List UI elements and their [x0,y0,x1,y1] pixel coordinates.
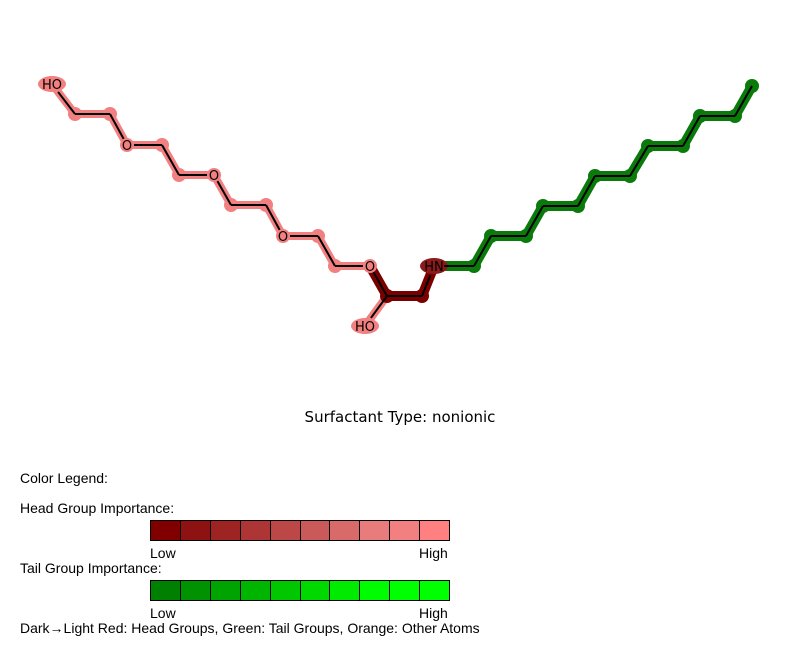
atom-highlight [351,318,379,334]
atom-highlight [276,229,290,243]
atom-label-ether-4: O [365,260,375,275]
bond-line [525,205,544,237]
atom-label-hydroxyl-bottom: HO [355,320,375,335]
bond-line [577,175,596,207]
bond-line [265,204,281,231]
atom-label-ether-2: O [209,169,219,184]
bond-line [473,235,492,267]
legend-title: Color Legend: [20,470,108,486]
atom-label-ether-3: O [278,230,288,245]
tail-swatch [180,581,211,600]
head-scale-low-label: Low [150,545,176,561]
bond-line [734,85,753,117]
tail-swatch [420,581,450,600]
tail-color-scale [150,580,450,601]
head-scale-high-label: High [419,545,448,561]
atom-highlight [207,168,221,182]
atom-highlight [120,138,134,152]
atom-highlight [420,258,448,274]
tail-swatch [360,581,391,600]
bond-line [216,180,232,206]
atom-label-hydroxyl-top: HO [42,78,62,93]
atom-label-ether-1: O [122,139,132,154]
head-swatch [180,521,211,540]
tail-swatch [240,581,271,600]
bond-line [161,144,180,176]
tail-swatch [390,581,421,600]
tail-scale-high-label: High [419,605,448,621]
tail-swatch [270,581,301,600]
atom-label-layer: HO O O O O HO HN [42,78,444,335]
tail-swatch [300,581,331,600]
tail-scale-low-label: Low [150,605,176,621]
bond-layer [57,85,753,319]
legend-footnote: Dark→Light Red: Head Groups, Green: Tail… [20,620,480,636]
atom-label-amide-nitrogen: HN [424,260,444,275]
tail-swatch [210,581,241,600]
head-swatch [360,521,391,540]
bond-line [421,274,432,297]
surfactant-type-caption: Surfactant Type: nonionic [304,408,496,426]
bond-line [629,145,649,177]
head-swatch [270,521,301,540]
bond-line [370,295,388,319]
bond-line [57,91,76,115]
tail-legend-label: Tail Group Importance: [20,560,162,576]
head-swatch [420,521,450,540]
bond-line [109,113,125,140]
head-swatch [240,521,271,540]
head-swatch [330,521,361,540]
head-swatch [151,521,181,540]
bond-line [372,271,388,297]
head-color-scale [150,520,450,541]
head-swatch [390,521,421,540]
head-swatch [210,521,241,540]
tail-swatch [151,581,181,600]
head-legend-label: Head Group Importance: [20,500,175,516]
bond-line [682,115,701,147]
bond-line [317,235,336,267]
tail-swatch [330,581,361,600]
atom-highlight [38,76,66,92]
head-swatch [300,521,331,540]
atom-highlight [363,259,377,273]
